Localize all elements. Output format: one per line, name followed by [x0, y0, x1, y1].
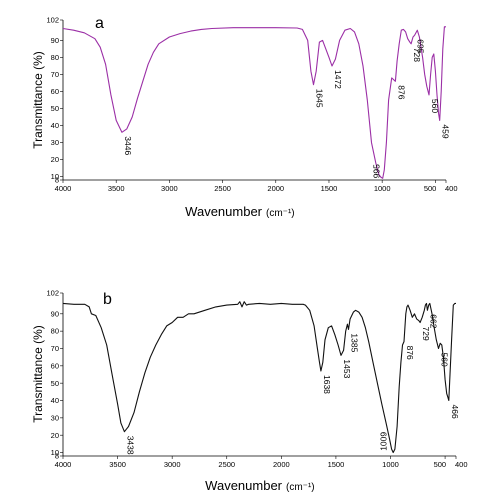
peak-label: 995: [372, 164, 382, 178]
y-tick-label: 70: [51, 344, 59, 353]
spectrum-panel-b: b Transmittance (%) Wavenumber (cm⁻¹) 10…: [31, 289, 468, 493]
spectrum-panel-a: a Transmittance (%) Wavenumber (cm⁻¹) 10…: [31, 15, 458, 219]
x-tick-label: 2500: [218, 460, 235, 469]
y-tick-label: 102: [46, 289, 59, 298]
x-tick-label: 2000: [267, 184, 284, 193]
x-tick-label: 3000: [164, 460, 181, 469]
peak-label: 876: [405, 346, 415, 360]
x-tick-label: 500: [424, 184, 437, 193]
y-axis-label-b: Transmittance (%): [31, 325, 45, 423]
peak-label: 3446: [123, 136, 133, 155]
panel-label-b: b: [103, 291, 112, 308]
peak-label: 1453: [342, 359, 352, 378]
x-tick-label: 2500: [214, 184, 231, 193]
x-tick-label: 1000: [382, 460, 399, 469]
x-tick-label: 4000: [55, 460, 72, 469]
peak-label: 3438: [125, 436, 135, 455]
x-tick-label: 500: [434, 460, 447, 469]
x-tick-label: 2000: [273, 460, 290, 469]
peak-label: 1385: [350, 333, 360, 352]
panel-label-a: a: [95, 15, 104, 32]
x-tick-label: 3500: [108, 184, 125, 193]
peak-label: 729: [421, 327, 431, 341]
y-tick-label: 60: [51, 87, 59, 96]
peak-label: 466: [450, 405, 460, 419]
y-tick-label: 30: [51, 138, 59, 147]
y-tick-label: 60: [51, 361, 59, 370]
y-tick-label: 80: [51, 53, 59, 62]
peak-label: 876: [396, 85, 406, 99]
x-tick-label: 3000: [161, 184, 178, 193]
peak-label: 728: [412, 48, 422, 62]
y-tick-label: 8: [55, 176, 59, 185]
y-tick-label: 70: [51, 70, 59, 79]
x-tick-label: 1000: [374, 184, 391, 193]
x-axis-unit-a: (cm⁻¹): [266, 208, 295, 219]
y-tick-label: 90: [51, 36, 59, 45]
x-tick-label: 1500: [328, 460, 345, 469]
x-axis-label-a: Wavenumber: [185, 204, 262, 219]
x-tick-label: 1500: [321, 184, 338, 193]
spectrum-line: [62, 26, 446, 179]
peak-label: 1645: [315, 89, 325, 108]
y-tick-label: 50: [51, 379, 59, 388]
peak-label: 560: [440, 353, 450, 367]
y-tick-label: 50: [51, 104, 59, 113]
y-tick-label: 30: [51, 413, 59, 422]
peak-label: 1009: [379, 432, 389, 451]
x-tick-label: 4000: [55, 184, 72, 193]
x-tick-label: 3500: [109, 460, 126, 469]
y-tick-label: 20: [51, 155, 59, 164]
peak-label: 459: [441, 124, 451, 138]
x-tick-label: 400: [455, 460, 468, 469]
y-tick-label: 10: [51, 172, 59, 181]
y-tick-label: 8: [55, 452, 59, 461]
peak-label: 1638: [322, 375, 332, 394]
y-tick-label: 40: [51, 121, 59, 130]
y-tick-label: 102: [46, 16, 59, 25]
y-tick-label: 40: [51, 396, 59, 405]
y-tick-label: 80: [51, 327, 59, 336]
x-axis-unit-b: (cm⁻¹): [286, 482, 315, 493]
peak-label: 662: [428, 314, 438, 328]
peak-label: 1472: [333, 70, 343, 89]
y-tick-label: 20: [51, 431, 59, 440]
y-tick-label: 10: [51, 448, 59, 457]
x-axis-label-b: Wavenumber: [205, 478, 282, 493]
peak-label: 695: [416, 39, 426, 53]
y-tick-label: 90: [51, 309, 59, 318]
y-axis-label-a: Transmittance (%): [31, 51, 45, 149]
spectrum-line: [62, 301, 456, 454]
x-tick-label: 400: [445, 184, 458, 193]
peak-label: 560: [430, 99, 440, 113]
